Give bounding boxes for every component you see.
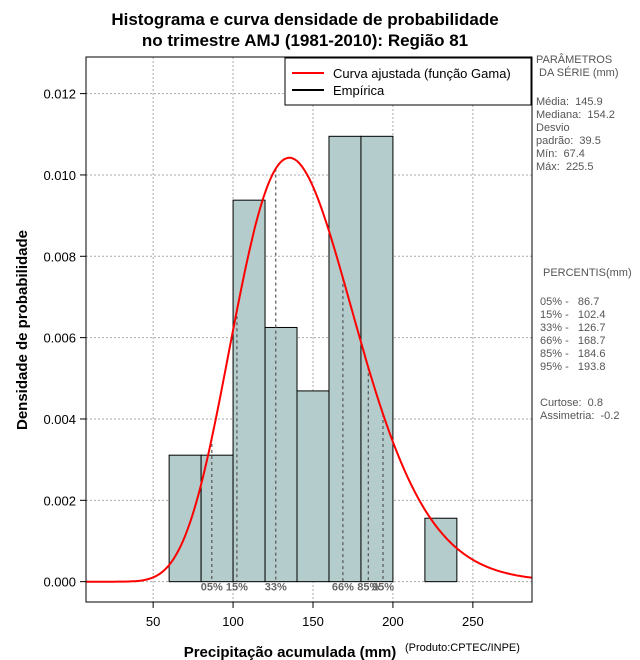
x-tick-label: 100 [222, 614, 244, 629]
legend-box [284, 57, 532, 106]
y-axis-label: Densidade de probabilidade [14, 230, 31, 430]
percentile-marker-label: 05% [201, 582, 223, 594]
histogram-bar [168, 454, 202, 583]
histogram-bar [264, 326, 298, 583]
percentile-markers: 05% 15% 33% 66% 85%95% [201, 168, 394, 594]
legend-label-gamma: Curva ajustada (função Gama) [333, 66, 511, 81]
y-tick-label: 0.006 [43, 331, 76, 346]
histogram-bar [200, 454, 234, 583]
percentile-marker-label: 85% [357, 582, 379, 594]
x-tick-label: 50 [146, 614, 160, 629]
params-title: PARÂMETROS DA SÉRIE (mm) [536, 54, 619, 79]
y-tick-label: 0.010 [43, 168, 76, 183]
histogram-bar [296, 390, 330, 583]
plot-frame [85, 56, 533, 603]
percentile-marker-label: 33% [265, 582, 287, 594]
y-tick-label: 0.002 [43, 493, 76, 508]
shape-stats: Curtose: 0.8 Assimetria: -0.2 [540, 397, 620, 422]
y-tick-label: 0.012 [43, 87, 76, 102]
percentile-marker-label: 95% [372, 582, 394, 594]
x-axis-label: Precipitação acumulada (mm) [184, 644, 397, 660]
percentile-marker-label: 66% [332, 582, 354, 594]
percentile-marker-label: 15% [226, 582, 248, 594]
histogram-bar [424, 517, 458, 583]
histogram-bar [232, 199, 266, 583]
percentiles-values: 05% - 86.7 15% - 102.4 33% - 126.7 66% -… [540, 296, 606, 373]
x-tick-label: 250 [462, 614, 484, 629]
params-values: Média: 145.9 Mediana: 154.2 Desvio padrã… [536, 96, 615, 173]
gamma-curve-line [86, 156, 533, 583]
y-tick-label: 0.004 [43, 412, 76, 427]
x-axis-ticks: 50 100 150 200 250 [146, 602, 484, 629]
legend-label-empirical: Empírica [333, 83, 385, 98]
histogram-bars [168, 135, 458, 583]
y-tick-label: 0.008 [43, 249, 76, 264]
x-tick-label: 150 [302, 614, 324, 629]
y-axis-ticks: 0.000 0.002 0.004 0.006 0.008 0.010 0.012 [43, 87, 86, 590]
histogram-bar [328, 135, 362, 583]
product-credit: (Produto:CPTEC/INPE) [405, 642, 520, 654]
y-tick-label: 0.000 [43, 575, 76, 590]
chart-title-line2: no trimestre AMJ (1981-2010): Região 81 [142, 31, 468, 50]
legend: Curva ajustada (função Gama) Empírica [284, 57, 532, 106]
x-tick-label: 200 [382, 614, 404, 629]
percentiles-title: PERCENTIS(mm) [543, 267, 632, 279]
chart-title-line1: Histograma e curva densidade de probabil… [111, 10, 498, 29]
